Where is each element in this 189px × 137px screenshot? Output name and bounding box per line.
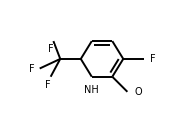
Text: F: F — [48, 44, 53, 54]
Text: O: O — [134, 87, 142, 97]
Text: F: F — [29, 64, 34, 73]
Text: F: F — [45, 80, 51, 90]
Text: F: F — [150, 54, 156, 64]
Text: NH: NH — [84, 85, 99, 95]
